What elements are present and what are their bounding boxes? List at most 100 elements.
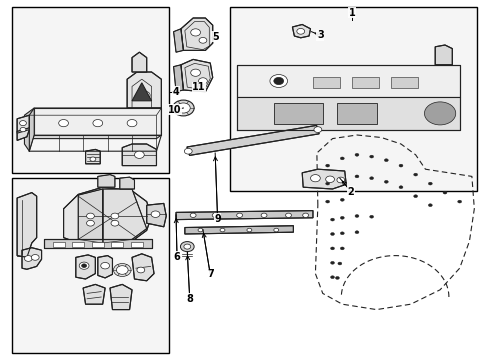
Text: 1: 1 xyxy=(348,8,355,18)
Polygon shape xyxy=(181,18,212,50)
Circle shape xyxy=(384,180,387,183)
Polygon shape xyxy=(110,284,132,310)
Text: 7: 7 xyxy=(206,269,213,279)
Bar xyxy=(131,242,142,247)
Text: 5: 5 xyxy=(211,32,218,42)
Circle shape xyxy=(330,218,334,221)
Circle shape xyxy=(457,200,461,203)
Circle shape xyxy=(101,262,109,269)
Polygon shape xyxy=(132,83,151,101)
Polygon shape xyxy=(132,52,146,72)
Circle shape xyxy=(190,69,200,76)
Circle shape xyxy=(184,148,192,154)
Polygon shape xyxy=(122,144,156,166)
Polygon shape xyxy=(434,45,451,65)
Circle shape xyxy=(137,267,144,273)
Circle shape xyxy=(340,232,344,235)
Circle shape xyxy=(354,231,358,234)
Circle shape xyxy=(269,75,287,87)
Bar xyxy=(53,242,64,247)
Bar xyxy=(273,103,322,124)
Circle shape xyxy=(336,177,344,183)
Circle shape xyxy=(31,255,39,260)
Circle shape xyxy=(424,102,455,125)
Bar xyxy=(92,242,103,247)
Polygon shape xyxy=(76,255,95,279)
Circle shape xyxy=(369,155,373,158)
Circle shape xyxy=(111,220,119,226)
Circle shape xyxy=(330,276,334,279)
Circle shape xyxy=(246,228,251,232)
Circle shape xyxy=(273,77,283,85)
Circle shape xyxy=(335,276,339,279)
Circle shape xyxy=(151,211,160,217)
Polygon shape xyxy=(176,211,312,220)
Circle shape xyxy=(296,28,304,34)
Circle shape xyxy=(354,215,358,217)
Circle shape xyxy=(330,261,334,264)
Text: 6: 6 xyxy=(173,252,180,262)
Text: 9: 9 xyxy=(214,214,221,224)
Text: 3: 3 xyxy=(316,30,323,40)
Circle shape xyxy=(93,120,102,127)
Circle shape xyxy=(116,266,128,274)
Circle shape xyxy=(111,213,119,219)
Circle shape xyxy=(442,191,446,194)
Circle shape xyxy=(59,120,68,127)
Circle shape xyxy=(113,264,131,276)
Circle shape xyxy=(236,213,242,217)
Circle shape xyxy=(176,103,190,113)
Circle shape xyxy=(313,127,321,132)
Circle shape xyxy=(310,175,320,182)
Circle shape xyxy=(330,247,334,250)
Circle shape xyxy=(427,204,431,207)
Circle shape xyxy=(369,215,373,218)
Circle shape xyxy=(302,213,308,217)
Polygon shape xyxy=(120,177,134,189)
Bar xyxy=(390,77,417,88)
Circle shape xyxy=(180,242,194,252)
Circle shape xyxy=(340,157,344,160)
Circle shape xyxy=(199,37,206,43)
Bar xyxy=(72,242,84,247)
Polygon shape xyxy=(237,97,459,130)
Text: 8: 8 xyxy=(186,294,193,304)
Polygon shape xyxy=(302,169,346,189)
Bar xyxy=(111,242,123,247)
Polygon shape xyxy=(98,175,115,187)
Circle shape xyxy=(81,264,86,267)
Circle shape xyxy=(354,153,358,156)
Text: 11: 11 xyxy=(192,82,205,93)
Circle shape xyxy=(24,256,32,261)
Bar xyxy=(351,77,378,88)
Circle shape xyxy=(398,164,402,167)
Polygon shape xyxy=(29,135,161,139)
Circle shape xyxy=(325,164,329,167)
Polygon shape xyxy=(17,115,29,140)
Bar xyxy=(337,103,376,124)
Bar xyxy=(12,178,168,353)
Text: 2: 2 xyxy=(347,186,354,197)
Polygon shape xyxy=(173,29,183,52)
Polygon shape xyxy=(78,189,102,243)
Circle shape xyxy=(398,186,402,189)
Circle shape xyxy=(427,182,431,185)
Circle shape xyxy=(340,179,344,181)
Polygon shape xyxy=(186,125,319,156)
Circle shape xyxy=(285,213,291,217)
Circle shape xyxy=(340,247,344,250)
Text: 4: 4 xyxy=(172,87,179,97)
Polygon shape xyxy=(22,248,41,269)
Circle shape xyxy=(340,198,344,201)
Circle shape xyxy=(330,233,334,235)
Polygon shape xyxy=(34,108,161,135)
Polygon shape xyxy=(63,187,151,245)
Circle shape xyxy=(20,121,26,126)
Polygon shape xyxy=(184,226,293,234)
Circle shape xyxy=(190,29,200,36)
Circle shape xyxy=(190,213,196,217)
Circle shape xyxy=(413,173,417,176)
Circle shape xyxy=(86,220,94,226)
Polygon shape xyxy=(98,256,112,278)
Circle shape xyxy=(354,175,358,178)
